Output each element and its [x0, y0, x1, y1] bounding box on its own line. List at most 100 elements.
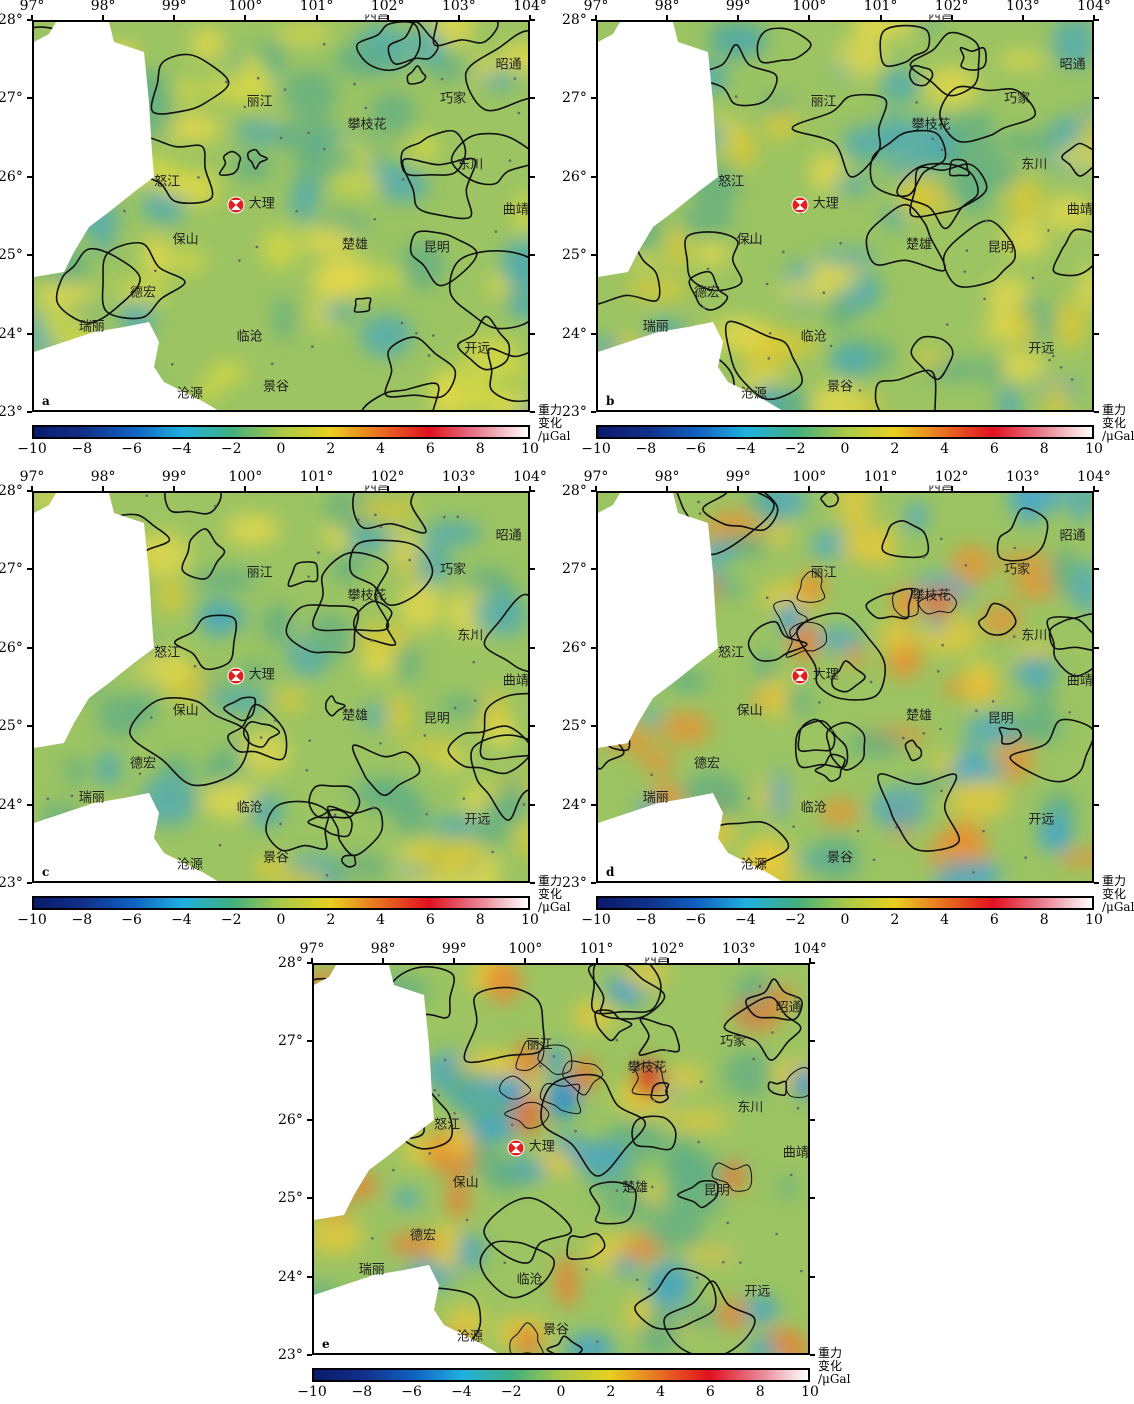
colorbar-tick-label: 2: [326, 441, 336, 457]
colorbar-tick-label: 4: [940, 441, 950, 457]
anomaly-blob: [997, 383, 1022, 410]
axis-tick: [27, 254, 32, 257]
axis-tick: [591, 490, 596, 492]
colorbar-tick-label: 8: [475, 441, 485, 457]
station-dot: [539, 1064, 542, 1068]
station-dot: [370, 639, 373, 642]
station-dot: [255, 245, 259, 249]
city-label: 怒江: [154, 645, 181, 661]
station-dot: [453, 706, 457, 710]
axis-tick: [595, 486, 597, 491]
station-dot: [1059, 366, 1063, 369]
station-dot: [965, 249, 969, 252]
station-dot: [739, 1261, 742, 1264]
colorbar-title-line: /μGal: [538, 429, 571, 443]
no-data-area: [598, 493, 718, 748]
anomaly-blob: [754, 647, 777, 684]
anomaly-blob: [328, 170, 383, 195]
anomaly-center: [721, 1161, 746, 1193]
anomaly-center: [799, 571, 824, 603]
longitude-label: 102°: [370, 469, 405, 485]
no-data-area: [34, 793, 218, 881]
axis-tick: [530, 175, 535, 178]
station-dot: [940, 789, 943, 793]
axis-tick: [879, 486, 882, 491]
contour-line: [881, 520, 930, 559]
station-dot: [322, 42, 326, 46]
station-dot: [218, 843, 222, 847]
city-label: 东川: [1021, 157, 1048, 173]
axis-tick: [1094, 332, 1099, 335]
contour-line: [723, 996, 802, 1061]
station-dot: [839, 241, 842, 245]
latitude-label: 28°: [0, 483, 23, 499]
city-label: 西昌: [928, 480, 955, 496]
gravity-change-field: [34, 22, 528, 410]
anomaly-blob: [766, 1328, 800, 1347]
panel-letter: c: [42, 865, 50, 879]
city-label: 西昌: [644, 952, 671, 968]
anomaly-blob: [870, 786, 927, 830]
city-label: 曲靖: [1066, 673, 1093, 689]
anomaly-blob: [498, 42, 528, 73]
contour-line: [939, 85, 1037, 143]
city-label: 丽江: [246, 94, 273, 110]
contour-line: [594, 1009, 633, 1042]
axis-tick: [27, 490, 32, 492]
panel-letter: b: [606, 394, 615, 408]
anomaly-blob: [442, 1126, 477, 1155]
city-label: 德宏: [409, 1228, 436, 1244]
contour-line: [509, 1322, 544, 1353]
station-dot: [771, 1031, 774, 1034]
axis-tick: [591, 332, 596, 335]
colorbar-tick-label: −2: [220, 912, 242, 928]
contour-line: [918, 592, 958, 615]
contour-line: [355, 22, 421, 72]
station-dot: [70, 794, 74, 798]
contour-line: [820, 493, 840, 508]
colorbar: [32, 896, 530, 910]
longitude-label: 98°: [90, 0, 116, 14]
latitude-label: 24°: [562, 796, 587, 813]
station-dot: [46, 797, 50, 801]
city-label: 丽江: [810, 94, 837, 110]
anomaly-blob: [670, 1307, 729, 1328]
axis-tick: [591, 646, 596, 649]
station-dot: [517, 111, 521, 115]
longitude-label: 103°: [441, 469, 476, 485]
axis-tick: [530, 725, 535, 728]
city-label: 西昌: [364, 9, 391, 25]
city-label: 昭通: [1059, 57, 1086, 73]
contour-line: [676, 493, 775, 556]
axis-tick: [307, 1197, 312, 1200]
anomaly-blob: [260, 228, 299, 269]
station-dot: [1047, 229, 1050, 232]
map-frame: [32, 20, 530, 412]
station-dot: [765, 282, 769, 286]
colorbar-tick-label: 8: [475, 912, 485, 928]
station-dot: [765, 596, 769, 600]
station-dot: [945, 323, 949, 326]
station-dot: [665, 1048, 669, 1052]
anomaly-blob: [237, 54, 269, 106]
station-dot: [1013, 546, 1016, 550]
anomaly-blob: [190, 27, 225, 61]
anomaly-blob: [225, 513, 280, 546]
anomaly-blob: [446, 1305, 487, 1338]
city-label: 德宏: [693, 285, 720, 301]
axis-tick: [530, 254, 535, 257]
anomaly-blob: [399, 582, 443, 630]
contour-line: [487, 347, 528, 403]
station-dot: [322, 147, 326, 151]
station-dot: [333, 813, 337, 817]
colorbar-title-line: 变化: [1102, 416, 1127, 430]
station-dot: [462, 797, 466, 800]
contour-line: [631, 1061, 668, 1097]
anomaly-blob: [195, 381, 221, 402]
latitude-label: 23°: [562, 404, 587, 420]
colorbar: [32, 425, 530, 439]
station-dot: [473, 631, 477, 634]
anomaly-blob: [819, 798, 860, 826]
gravity-change-field: [598, 22, 1092, 410]
colorbar-tick-label: 10: [801, 1384, 819, 1400]
